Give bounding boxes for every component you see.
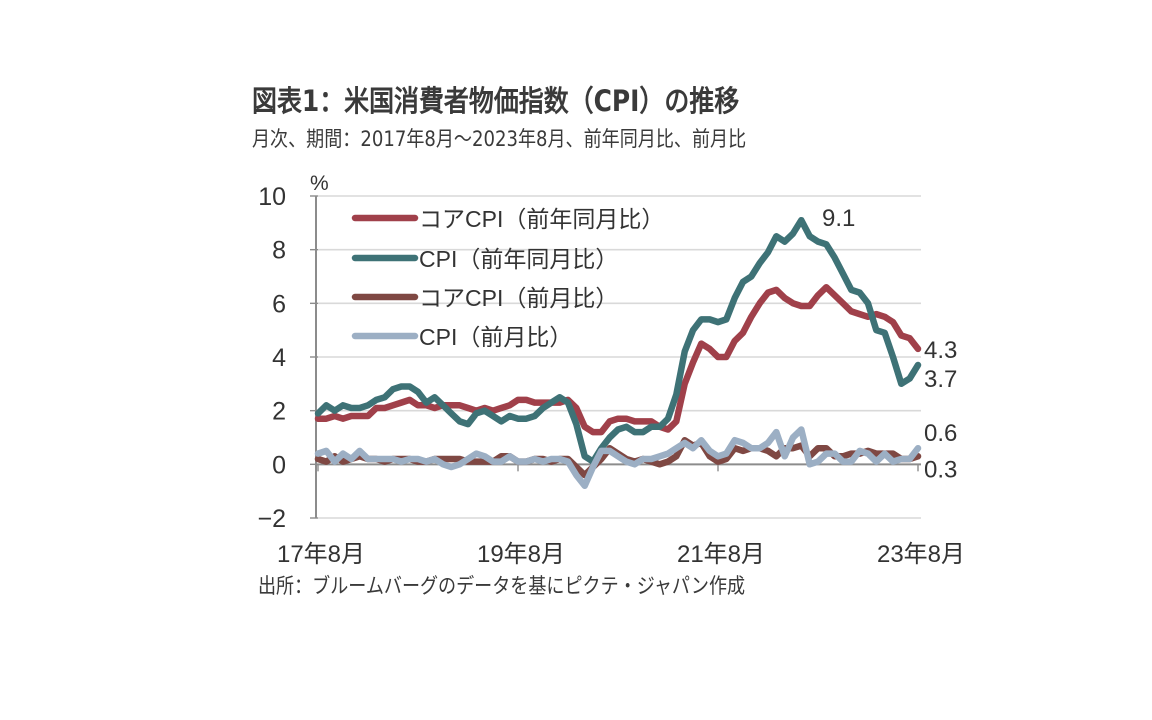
y-axis-unit: % bbox=[310, 172, 329, 195]
legend-label: コアCPI（前月比） bbox=[419, 285, 618, 311]
legend-label: CPI（前年同月比） bbox=[419, 246, 618, 272]
y-tick-label: 6 bbox=[272, 290, 286, 318]
data-labels: 9.1 4.33.7 0.6 0.3 bbox=[822, 205, 957, 483]
chart-subtitle: 月次、期間：2017年8月～2023年8月、前年同月比、前月比 bbox=[252, 127, 747, 151]
chart-title: 図表1：米国消費者物価指数（CPI）の推移 bbox=[252, 84, 740, 118]
x-tick-label: 21年8月 bbox=[677, 541, 765, 568]
y-tick-label: 8 bbox=[272, 237, 286, 265]
data-label: 9.1 bbox=[822, 205, 855, 232]
y-tick-label: 2 bbox=[272, 398, 286, 426]
data-label: 4.3 bbox=[924, 337, 957, 364]
x-tick-label: 23年8月 bbox=[877, 541, 965, 568]
data-label: 0.6 bbox=[924, 420, 957, 447]
legend: コアCPI（前年同月比） CPI（前年同月比） コアCPI（前月比） CPI（前月比） bbox=[351, 206, 664, 350]
data-label: 0.3 bbox=[924, 456, 957, 483]
x-tick-label: 17年8月 bbox=[277, 541, 365, 568]
data-series bbox=[314, 216, 922, 490]
source-note: 出所：ブルームバーグのデータを基にピクテ・ジャパン作成 bbox=[258, 574, 746, 598]
series-line bbox=[314, 283, 922, 436]
legend-label: コアCPI（前年同月比） bbox=[419, 206, 664, 232]
y-tick-label: 10 bbox=[258, 183, 286, 211]
series-line bbox=[314, 216, 922, 465]
axes: −2 0 2 4 6 8 10 % 17年8月 19年8月 21年8月 23年8月 bbox=[257, 172, 965, 568]
series-line bbox=[314, 426, 922, 490]
x-tick-label: 19年8月 bbox=[477, 541, 565, 568]
y-tick-label: −2 bbox=[257, 505, 286, 533]
y-tick-label: 0 bbox=[272, 451, 286, 479]
data-label: 3.7 bbox=[924, 366, 957, 393]
legend-label: CPI（前月比） bbox=[419, 324, 572, 350]
y-tick-label: 4 bbox=[272, 344, 286, 372]
gridlines bbox=[318, 195, 921, 519]
